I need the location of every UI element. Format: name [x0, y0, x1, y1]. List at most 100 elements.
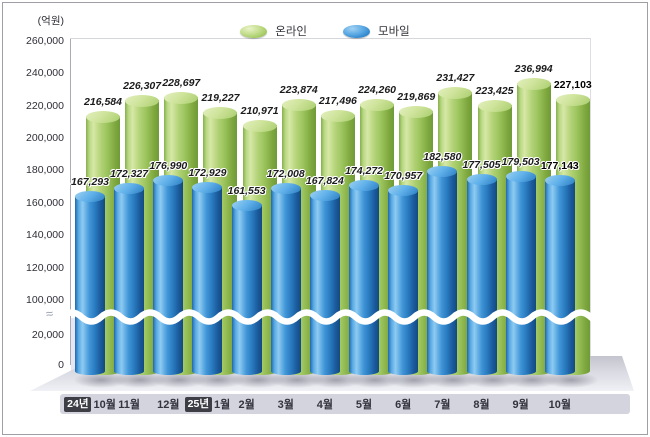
online-bar-cap [203, 106, 238, 119]
mobile-bar-cap [309, 190, 340, 202]
mobile-bar-body [114, 187, 145, 375]
mobile-value-label: 170,957 [384, 170, 423, 183]
mobile-bar-body [270, 188, 301, 375]
y-tick-label: 240,000 [26, 67, 64, 80]
plot-right-border [590, 38, 591, 356]
mobile-bar-body [192, 186, 223, 375]
mobile-bar-body [153, 180, 184, 375]
online-value-label: 223,425 [475, 85, 514, 98]
online-bar-cap [438, 87, 473, 100]
online-bar-cap [320, 109, 355, 122]
x-axis-category-label: 3월 [238, 394, 334, 414]
mobile-bar-body [349, 184, 380, 375]
mobile-bar-cap [270, 183, 301, 195]
year-badge: 24년 [64, 396, 92, 412]
y-axis-unit-label: (억원) [37, 15, 64, 27]
legend-label-online: 온라인 [275, 26, 307, 38]
online-legend-marker-icon [240, 24, 268, 38]
x-axis-category-label: 8월 [434, 394, 530, 414]
online-value-label: 223,874 [279, 84, 318, 97]
online-value-label: 226,307 [123, 80, 162, 93]
mobile-value-label: 174,272 [345, 164, 384, 177]
x-axis-band: 24년 10월 11월 12월 25년 1월 2월 3월 4월 5월 6월 7월 8월 9월 10월 [60, 394, 630, 414]
x-axis-category-label: 25년 1월 [159, 394, 255, 414]
legend-item-mobile: 모바일 [343, 23, 410, 39]
online-value-label: 228,697 [162, 76, 201, 89]
y-tick-label: 140,000 [26, 229, 64, 242]
x-axis-category-label: 5월 [316, 394, 412, 414]
mobile-bar [231, 200, 262, 375]
x-axis-category-label: 10월 [512, 394, 608, 414]
mobile-value-label: 177,143 [540, 160, 579, 173]
mobile-bar-body [388, 190, 419, 375]
mobile-bar-body [427, 171, 458, 375]
online-value-label: 216,584 [84, 96, 122, 109]
mobile-bar [388, 185, 419, 375]
month-label: 12월 [157, 399, 180, 411]
online-bar-cap [86, 111, 120, 124]
month-label: 1월 [213, 399, 231, 411]
online-bar-cap [164, 91, 199, 104]
mobile-bar [309, 190, 340, 375]
online-value-label: 231,427 [436, 72, 475, 85]
month-label: 7월 [434, 399, 451, 411]
mobile-bar-body [466, 179, 497, 375]
y-tick-label: 100,000 [26, 294, 64, 306]
month-label: 10월 [548, 399, 571, 411]
month-label: 4월 [316, 399, 334, 411]
online-value-label: 217,496 [318, 94, 357, 107]
mobile-bar-cap [427, 166, 458, 178]
mobile-bar-cap [192, 181, 223, 193]
mobile-bar-cap [75, 190, 105, 202]
month-label: 8월 [473, 399, 490, 411]
mobile-value-label: 182,580 [423, 151, 462, 164]
mobile-value-label: 176,990 [149, 160, 188, 173]
mobile-legend-marker-icon [343, 24, 370, 38]
y-axis-line [70, 38, 71, 365]
mobile-bar-cap [544, 175, 575, 187]
legend-item-online: 온라인 [240, 23, 307, 39]
mobile-bar-cap [114, 182, 145, 194]
mobile-bar-body [505, 176, 536, 375]
mobile-bar [544, 175, 575, 375]
legend-label-mobile: 모바일 [378, 26, 410, 38]
mobile-value-label: 177,505 [462, 159, 501, 172]
bar-shadow [543, 372, 598, 388]
mobile-bar [114, 182, 145, 375]
month-label: 5월 [355, 399, 373, 411]
year-badge: 25년 [184, 396, 212, 412]
legend: 온라인 모바일 [0, 23, 650, 39]
y-tick-label: 200,000 [26, 132, 64, 144]
online-value-label: 224,260 [358, 83, 397, 96]
online-bar-cap [516, 78, 551, 91]
mobile-bar-cap [505, 171, 536, 183]
mobile-value-label: 179,503 [501, 156, 540, 169]
mobile-value-label: 172,929 [188, 166, 227, 179]
online-bar-cap [477, 100, 512, 113]
mobile-value-label: 172,008 [266, 168, 305, 181]
online-value-label: 227,103 [553, 79, 592, 92]
month-label: 9월 [512, 399, 529, 411]
mobile-bar-cap [153, 175, 184, 187]
x-axis-category-label: 7월 [394, 394, 490, 414]
y-tick-label: 0 [58, 359, 64, 371]
online-bar-cap [125, 95, 160, 108]
mobile-bar [153, 175, 184, 375]
mobile-bar [466, 174, 497, 375]
x-axis-category-label: 9월 [473, 394, 569, 414]
online-value-label: 236,994 [514, 63, 553, 76]
mobile-value-label: 167,824 [305, 175, 344, 188]
x-axis-category-label: 24년 10월 [42, 394, 138, 414]
mobile-bar-cap [349, 179, 380, 191]
mobile-value-label: 167,293 [71, 175, 109, 188]
y-tick-label: 160,000 [26, 196, 64, 209]
y-tick-label: 220,000 [26, 99, 64, 112]
mobile-bar-cap [466, 174, 497, 186]
x-axis-category-label: 4월 [277, 394, 373, 414]
y-tick-label: 180,000 [26, 164, 64, 177]
month-label: 6월 [395, 399, 412, 411]
online-value-label: 219,869 [397, 90, 436, 103]
x-axis-category-label: 2월 [199, 394, 295, 414]
